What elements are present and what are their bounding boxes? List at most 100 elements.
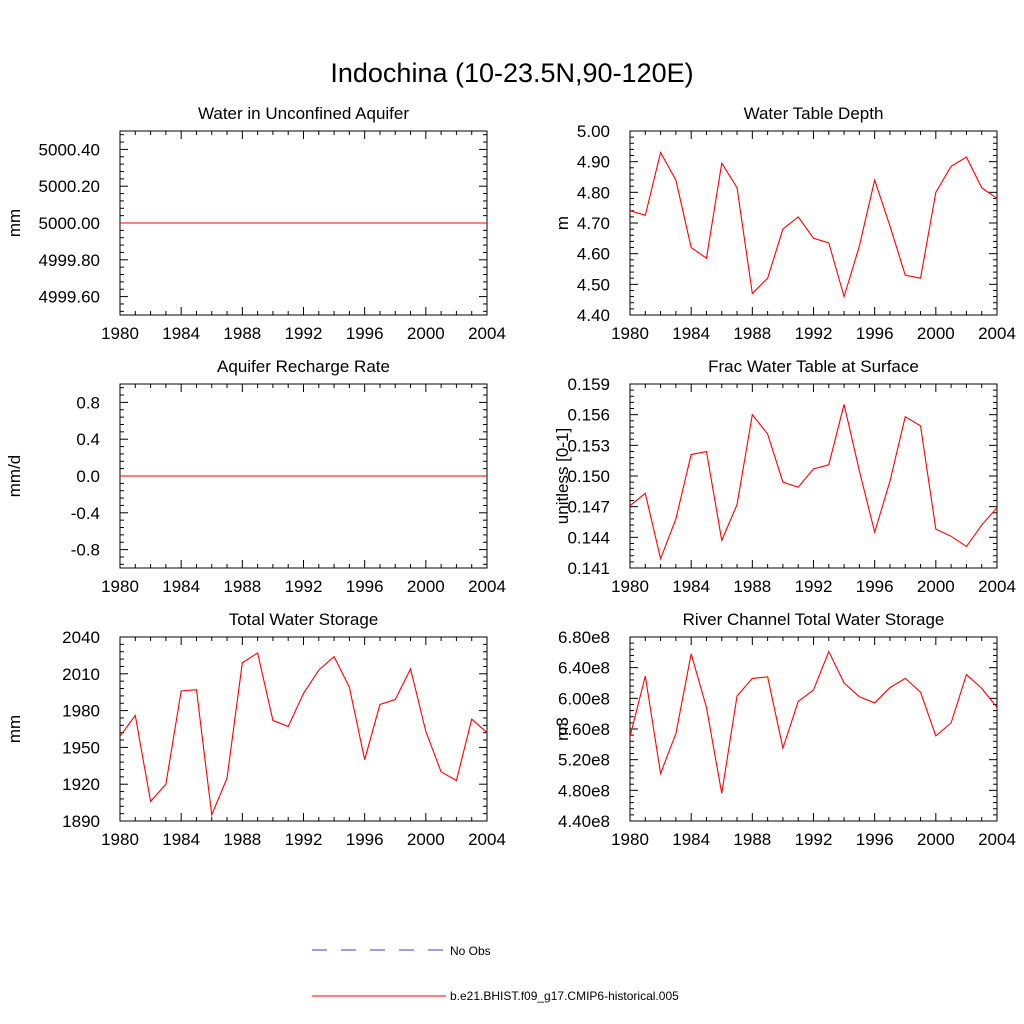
x-tick-label: 1984	[162, 324, 200, 343]
chart-title: Total Water Storage	[229, 610, 379, 629]
x-tick-label: 1992	[285, 830, 323, 849]
x-tick-label: 1988	[733, 324, 771, 343]
x-tick-label: 1996	[856, 577, 894, 596]
x-tick-label: 1984	[672, 324, 710, 343]
y-tick-label: 4.80	[577, 183, 610, 202]
x-tick-label: 1980	[611, 324, 649, 343]
x-tick-label: 1992	[795, 830, 833, 849]
x-tick-label: 1988	[223, 324, 261, 343]
y-tick-label: 4.70	[577, 214, 610, 233]
x-tick-label: 2004	[978, 830, 1016, 849]
x-tick-label: 1988	[733, 577, 771, 596]
series-line	[629, 650, 998, 794]
y-tick-label: 5.20e8	[558, 751, 610, 770]
y-tick-label: 1950	[62, 738, 100, 757]
y-tick-label: 4.40e8	[558, 812, 610, 831]
chart-title: River Channel Total Water Storage	[683, 610, 945, 629]
x-tick-label: 2004	[468, 324, 506, 343]
y-axis-label: m3	[553, 717, 572, 741]
page-title: Indochina (10-23.5N,90-120E)	[330, 58, 693, 88]
y-tick-label: 1980	[62, 702, 100, 721]
y-tick-label: -0.8	[71, 541, 100, 560]
x-tick-label: 2004	[468, 577, 506, 596]
y-tick-label: 4.80e8	[558, 781, 610, 800]
x-tick-label: 2000	[917, 577, 955, 596]
y-tick-label: 0.153	[567, 436, 610, 455]
plot-frame	[629, 383, 998, 569]
series-line	[629, 150, 998, 299]
x-tick-label: 1992	[795, 577, 833, 596]
y-tick-label: 4999.80	[39, 251, 100, 270]
x-tick-label: 1988	[223, 830, 261, 849]
x-tick-label: 1984	[672, 577, 710, 596]
y-tick-label: 1890	[62, 812, 100, 831]
y-tick-label: 4.50	[577, 275, 610, 294]
x-tick-label: 2000	[407, 324, 445, 343]
x-tick-label: 1992	[285, 324, 323, 343]
y-tick-label: 4.90	[577, 153, 610, 172]
x-tick-label: 2000	[917, 830, 955, 849]
y-tick-label: 2040	[62, 628, 100, 647]
y-tick-label: 0.147	[567, 498, 610, 517]
y-tick-label: 0.159	[567, 375, 610, 394]
y-tick-label: 6.00e8	[558, 689, 610, 708]
y-tick-label: 5000.00	[39, 214, 100, 233]
x-tick-label: 2004	[978, 324, 1016, 343]
y-tick-label: 0.150	[567, 467, 610, 486]
x-tick-label: 2004	[978, 577, 1016, 596]
x-tick-label: 2000	[407, 830, 445, 849]
y-tick-label: 5000.20	[39, 177, 100, 196]
chart-title: Aquifer Recharge Rate	[217, 357, 390, 376]
x-tick-label: 1980	[101, 830, 139, 849]
chart-title: Water Table Depth	[744, 104, 884, 123]
x-tick-label: 1992	[285, 577, 323, 596]
y-tick-label: 6.80e8	[558, 628, 610, 647]
x-tick-label: 1996	[346, 577, 384, 596]
series-line	[119, 652, 488, 818]
chart-title: Frac Water Table at Surface	[708, 357, 919, 376]
x-tick-label: 1996	[346, 830, 384, 849]
legend-model-label: b.e21.BHIST.f09_g17.CMIP6-historical.005	[450, 989, 679, 1003]
y-tick-label: 4.40	[577, 306, 610, 325]
y-tick-label: 5000.40	[39, 140, 100, 159]
y-tick-label: 4.60	[577, 245, 610, 264]
x-tick-label: 1980	[611, 830, 649, 849]
chart-panel: Water Table Depth 1980 1984 1988 1992 1996 200…	[553, 104, 1016, 343]
x-tick-label: 1984	[672, 830, 710, 849]
plot-frame	[629, 636, 998, 822]
x-tick-label: 1980	[611, 577, 649, 596]
x-tick-label: 1984	[162, 830, 200, 849]
y-tick-label: 0.4	[76, 430, 100, 449]
x-tick-label: 1996	[856, 830, 894, 849]
chart-panel: Water in Unconfined Aquifer 1980 1984 1988 1…	[5, 104, 506, 343]
y-tick-label: 0.156	[567, 406, 610, 425]
y-tick-label: 0.141	[567, 559, 610, 578]
y-tick-label: 0.0	[76, 467, 100, 486]
x-tick-label: 1980	[101, 577, 139, 596]
x-tick-label: 2000	[917, 324, 955, 343]
y-axis-label: mm/d	[5, 455, 24, 498]
x-tick-label: 1984	[162, 577, 200, 596]
y-axis-label: unitless [0-1]	[553, 428, 572, 524]
y-tick-label: 2010	[62, 665, 100, 684]
x-tick-label: 2004	[468, 830, 506, 849]
series-line	[629, 404, 998, 561]
x-tick-label: 1988	[733, 830, 771, 849]
y-tick-label: 0.144	[567, 528, 610, 547]
chart-panel: Aquifer Recharge Rate 1980 1984 1988 1992 199…	[5, 357, 506, 596]
y-tick-label: 1920	[62, 775, 100, 794]
y-tick-label: -0.4	[71, 504, 100, 523]
x-tick-label: 1988	[223, 577, 261, 596]
y-tick-label: 6.40e8	[558, 659, 610, 678]
chart-panel: River Channel Total Water Storage 1980 198…	[553, 610, 1016, 849]
x-tick-label: 1996	[346, 324, 384, 343]
chart-title: Water in Unconfined Aquifer	[198, 104, 409, 123]
y-tick-label: 5.60e8	[558, 720, 610, 739]
x-tick-label: 1996	[856, 324, 894, 343]
x-tick-label: 1980	[101, 324, 139, 343]
legend: No Obs b.e21.BHIST.f09_g17.CMIP6-histori…	[312, 944, 679, 1003]
y-tick-label: 4999.60	[39, 288, 100, 307]
x-tick-label: 2000	[407, 577, 445, 596]
chart-panel: Frac Water Table at Surface 1980 1984 1988 1…	[553, 357, 1016, 596]
